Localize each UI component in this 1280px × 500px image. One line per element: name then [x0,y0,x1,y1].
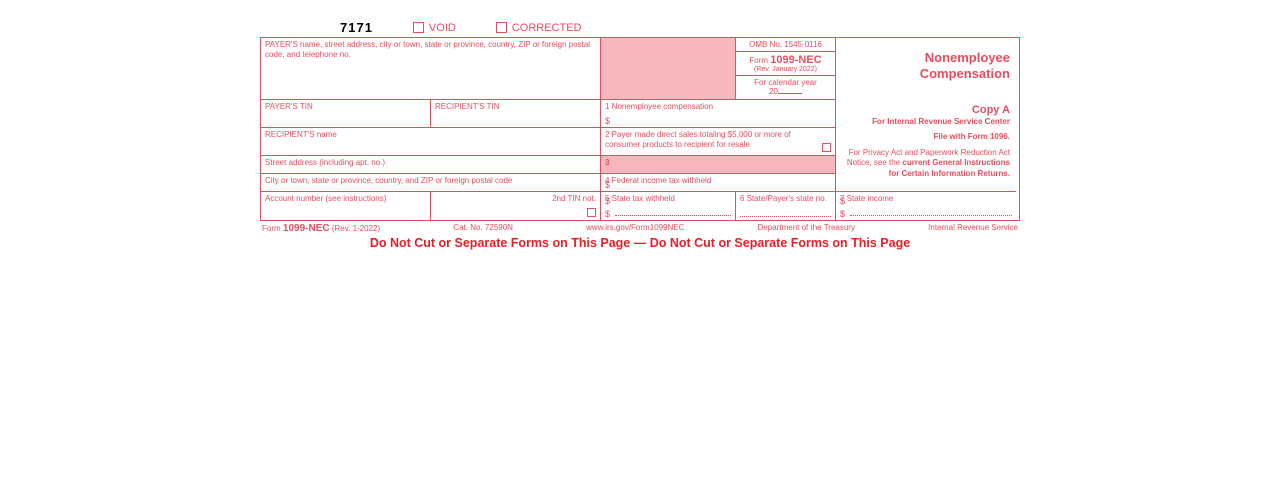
second-tin-cell[interactable]: 2nd TIN not. [431,192,601,220]
box3-label: 3 [605,158,831,168]
box4-label: 4 Federal income tax withheld [605,176,831,186]
footer-url: www.irs.gov/Form1099NEC [586,223,684,234]
dollar-sign: $ [605,209,610,219]
box7-cell[interactable]: 7 State income $ $ [836,192,1016,220]
recipient-name-label: RECIPIENT'S name [265,130,596,140]
box2-checkbox[interactable] [822,143,831,152]
copy-a-line2: File with Form 1096. [842,132,1010,142]
recipients-tin-cell[interactable]: RECIPIENT'S TIN [431,100,601,128]
box4-cell[interactable]: 4 Federal income tax withheld $ [601,174,836,192]
box6-cell[interactable]: 6 State/Payer's state no. [736,192,836,220]
box5-cell[interactable]: 5 State tax withheld $ $ [601,192,736,220]
account-label: Account number (see instructions) [265,194,426,204]
corrected-label: CORRECTED [512,22,582,34]
void-checkbox[interactable] [413,22,424,33]
city-label: City or town, state or province, country… [265,176,596,186]
blank-pink-cell [601,38,736,100]
payer-info-cell[interactable]: PAYER'S name, street address, city or to… [261,38,601,100]
footer-cat: Cat. No. 72590N [453,223,513,234]
box7-label: 7 State income [840,194,1012,204]
omb-cell: OMB No. 1545-0116 Form 1099-NEC (Rev. Ja… [736,38,836,100]
do-not-cut-warning: Do Not Cut or Separate Forms on This Pag… [260,234,1020,250]
box2-label: 2 Payer made direct sales totaling $5,00… [605,130,831,149]
footer-row: Form 1099-NEC (Rev. 1-2022) Cat. No. 725… [260,221,1020,234]
year-input-line[interactable] [778,93,802,94]
form-title: Nonemployee Compensation [836,38,1016,100]
footer-dept: Department of the Treasury [758,223,855,234]
footer-form: Form 1099-NEC (Rev. 1-2022) [262,223,380,234]
header-row: 7171 VOID CORRECTED [260,20,1020,35]
corrected-checkbox[interactable] [496,22,507,33]
dollar-sign: $ [840,209,845,219]
form-id: Form 1099-NEC (Rev. January 2022) [736,52,835,76]
dollar-sign: $ [840,196,845,206]
recipients-tin-label: RECIPIENT'S TIN [435,102,596,112]
calendar-year: For calendar year 20 [736,76,835,98]
street-label: Street address (including apt. no.) [265,158,596,168]
copy-a-cell: Copy A For Internal Revenue Service Cent… [836,100,1016,192]
box3-cell: 3 [601,156,836,174]
form-grid: PAYER'S name, street address, city or to… [260,37,1020,221]
payer-info-label: PAYER'S name, street address, city or to… [265,40,596,59]
box6-label: 6 State/Payer's state no. [740,194,831,204]
payers-tin-label: PAYER'S TIN [265,102,426,112]
box2-cell[interactable]: 2 Payer made direct sales totaling $5,00… [601,128,836,156]
dollar-sign: $ [605,196,610,206]
box1-cell[interactable]: 1 Nonemployee compensation $ [601,100,836,128]
void-label: VOID [429,22,456,34]
form-1099-nec: 7171 VOID CORRECTED PAYER'S name, street… [260,20,1020,250]
form-code: 7171 [340,20,373,35]
recipient-name-cell[interactable]: RECIPIENT'S name [261,128,601,156]
dollar-sign: $ [605,116,610,126]
copy-a-title: Copy A [842,103,1010,117]
box1-label: 1 Nonemployee compensation [605,102,831,112]
corrected-group: CORRECTED [496,22,582,34]
second-tin-checkbox[interactable] [587,208,596,217]
dollar-sign: $ [605,180,610,190]
box5-label: 5 State tax withheld [605,194,731,204]
account-cell[interactable]: Account number (see instructions) [261,192,431,220]
footer-irs: Internal Revenue Service [928,223,1018,234]
copy-a-line1: For Internal Revenue Service Center [842,117,1010,127]
payers-tin-cell[interactable]: PAYER'S TIN [261,100,431,128]
omb-number: OMB No. 1545-0116 [736,38,835,52]
second-tin-label: 2nd TIN not. [435,194,596,204]
street-cell[interactable]: Street address (including apt. no.) [261,156,601,174]
form-revision: (Rev. January 2022) [739,66,832,73]
city-cell[interactable]: City or town, state or province, country… [261,174,601,192]
void-group: VOID [413,22,456,34]
copy-a-line3b: current General Instructions for Certain… [889,158,1010,177]
